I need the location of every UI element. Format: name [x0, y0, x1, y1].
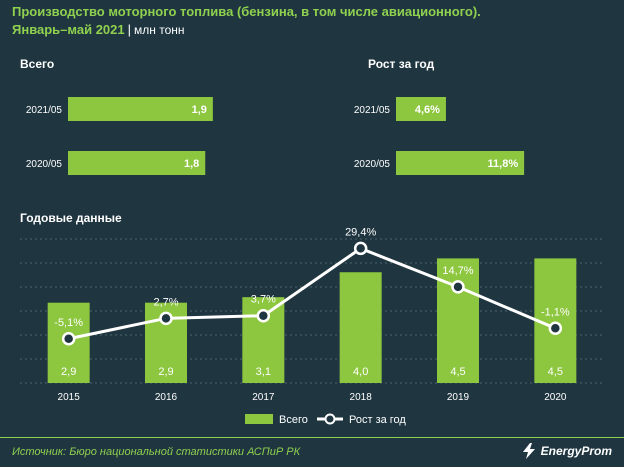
annual-bar [534, 258, 577, 383]
annual-bar-value-label: 4,0 [353, 366, 368, 378]
chart-subtitle: Январь–май 2021 | млн тонн [12, 22, 185, 37]
legend-line-label: Рост за год [349, 414, 406, 426]
total-bar [68, 97, 213, 121]
growth-line [68, 246, 556, 341]
brand-logo: EnergyProm [521, 443, 612, 459]
total-panel-label: Всего [20, 57, 55, 71]
footer-divider [0, 437, 624, 438]
legend-bar-label: Всего [279, 414, 308, 426]
legend-line-marker [324, 413, 336, 425]
growth-panel-label: Рост за год [368, 57, 435, 71]
growth-point-label: 29,4% [345, 226, 376, 238]
chart-title: Производство моторного топлива (бензина,… [12, 4, 481, 19]
total-value-label: 1,9 [192, 104, 207, 116]
title-separator: | [127, 22, 131, 37]
annual-bar-value-label: 2,9 [158, 366, 173, 378]
growth-point [256, 308, 271, 323]
period-label: Январь–май 2021 [12, 22, 125, 37]
annual-bar-value-label: 4,5 [548, 366, 563, 378]
x-tick-label: 2020 [544, 392, 567, 403]
annual-bar [437, 258, 479, 383]
annual-bar [339, 272, 382, 383]
unit-label: млн тонн [134, 23, 185, 37]
legend-bar-swatch [245, 414, 273, 424]
growth-point [353, 241, 368, 256]
annual-bar-value-label: 3,1 [256, 366, 271, 378]
growth-bar [396, 97, 446, 121]
total-category-label: 2020/05 [26, 159, 63, 170]
annual-bar-value-label: 4,5 [450, 366, 465, 378]
growth-point [159, 311, 173, 326]
growth-point-label: 3,7% [251, 294, 276, 306]
x-tick-label: 2018 [350, 392, 373, 403]
lightning-icon [522, 443, 535, 459]
annual-bar-value-label: 2,9 [61, 366, 76, 378]
growth-point-label: 2,7% [153, 296, 178, 308]
x-tick-label: 2017 [252, 392, 275, 403]
source-note: Источник: Бюро национальной статистики А… [12, 446, 301, 458]
growth-point [61, 332, 76, 346]
growth-point-label: -5,1% [54, 317, 83, 329]
growth-category-label: 2021/05 [354, 105, 391, 116]
growth-point [451, 280, 465, 294]
growth-value-label: 11,8% [488, 158, 519, 170]
x-tick-label: 2015 [58, 392, 81, 403]
growth-point-label: -1,1% [541, 306, 570, 318]
total-value-label: 1,8 [184, 158, 199, 170]
growth-point-label: 14,7% [442, 265, 473, 277]
growth-point [548, 321, 563, 336]
total-bar [68, 151, 206, 175]
x-tick-label: 2016 [155, 392, 178, 403]
annual-panel-label: Годовые данные [20, 211, 122, 225]
growth-category-label: 2020/05 [354, 159, 391, 170]
brand-name: EnergyProm [540, 444, 612, 458]
growth-bar [396, 151, 525, 175]
growth-value-label: 4,6% [415, 104, 440, 116]
chart-canvas: 2021/05 1,9 2020/05 1,8 2021/05 4,6% 2020/05 11… [20, 97, 604, 426]
total-category-label: 2021/05 [26, 105, 63, 116]
x-tick-label: 2019 [447, 392, 470, 403]
